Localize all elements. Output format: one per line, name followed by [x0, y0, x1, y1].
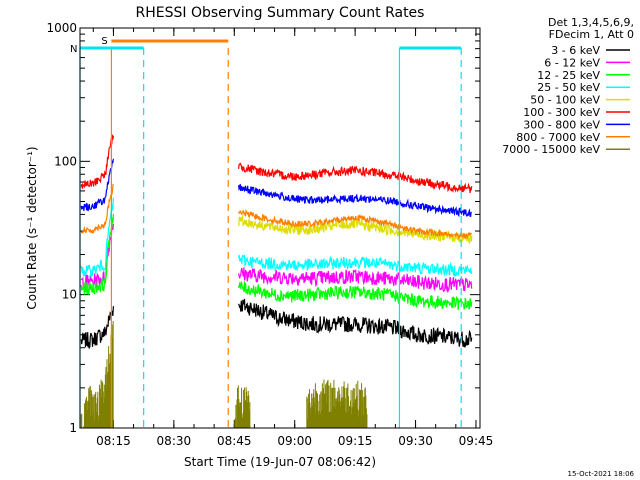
plot-area: 08:15 08:30 08:45 09:00 09:15 09:30 09:45 1 10 10… [46, 21, 493, 448]
series-0 [80, 298, 473, 350]
legend-entry-label: 7000 - 15000 keV [502, 143, 600, 156]
chart-title: RHESSI Observing Summary Count Rates [136, 5, 425, 21]
x-tick-label: 08:45 [217, 434, 252, 448]
legend-entry-label: 50 - 100 keV [530, 94, 600, 107]
series-line [80, 306, 114, 350]
legend: Det 1,3,4,5,6,9,FDecim 1, Att 0 3 - 6 keV… [502, 16, 634, 156]
series-line [238, 298, 473, 349]
series-line [238, 208, 473, 240]
legend-entry-label: 25 - 50 keV [537, 81, 600, 94]
series-3 [80, 197, 473, 278]
y-tick-label: 10 [62, 288, 77, 302]
series-line [238, 281, 473, 310]
legend-entry-label: 300 - 800 keV [523, 118, 600, 131]
y-tick-label: 1000 [46, 21, 77, 35]
plot-frame [79, 27, 481, 429]
legend-entry-label: 100 - 300 keV [523, 106, 600, 119]
series-line [238, 162, 473, 194]
series-2 [80, 213, 473, 310]
legend-header-line: FDecim 1, Att 0 [549, 28, 634, 41]
x-tick-label: 09:15 [338, 434, 373, 448]
series-line [80, 158, 114, 212]
series-line [80, 134, 114, 189]
series-8 [80, 320, 368, 428]
series-line [80, 183, 114, 234]
series-line [238, 267, 473, 294]
legend-header-line: Det 1,3,4,5,6,9, [548, 16, 634, 29]
series-line [80, 197, 114, 278]
x-tick-label: 09:00 [277, 434, 312, 448]
series-line [238, 183, 472, 218]
x-tick-label: 08:30 [157, 434, 192, 448]
series-6 [80, 158, 472, 218]
series-7 [80, 183, 473, 240]
series-line [238, 254, 473, 278]
flag-label: N [70, 44, 77, 55]
flag-label: S [101, 36, 107, 47]
y-tick-label: 1 [69, 421, 77, 435]
x-tick-label: 08:15 [96, 434, 131, 448]
y-tick-label: 100 [54, 154, 77, 168]
legend-entry-label: 12 - 25 keV [537, 69, 600, 82]
y-axis-label: Count Rate (s⁻¹ detector⁻¹) [25, 146, 39, 309]
legend-entry-label: 800 - 7000 keV [516, 131, 600, 144]
x-axis-label: Start Time (19-Jun-07 08:06:42) [184, 455, 376, 469]
legend-entry-label: 6 - 12 keV [544, 56, 600, 69]
legend-entry-label: 3 - 6 keV [551, 44, 600, 57]
series-5 [80, 134, 473, 194]
x-tick-label: 09:45 [459, 434, 494, 448]
footer-date: 15-Oct-2021 18:06 [568, 470, 635, 478]
x-tick-label: 09:30 [398, 434, 433, 448]
series-line [80, 213, 114, 295]
